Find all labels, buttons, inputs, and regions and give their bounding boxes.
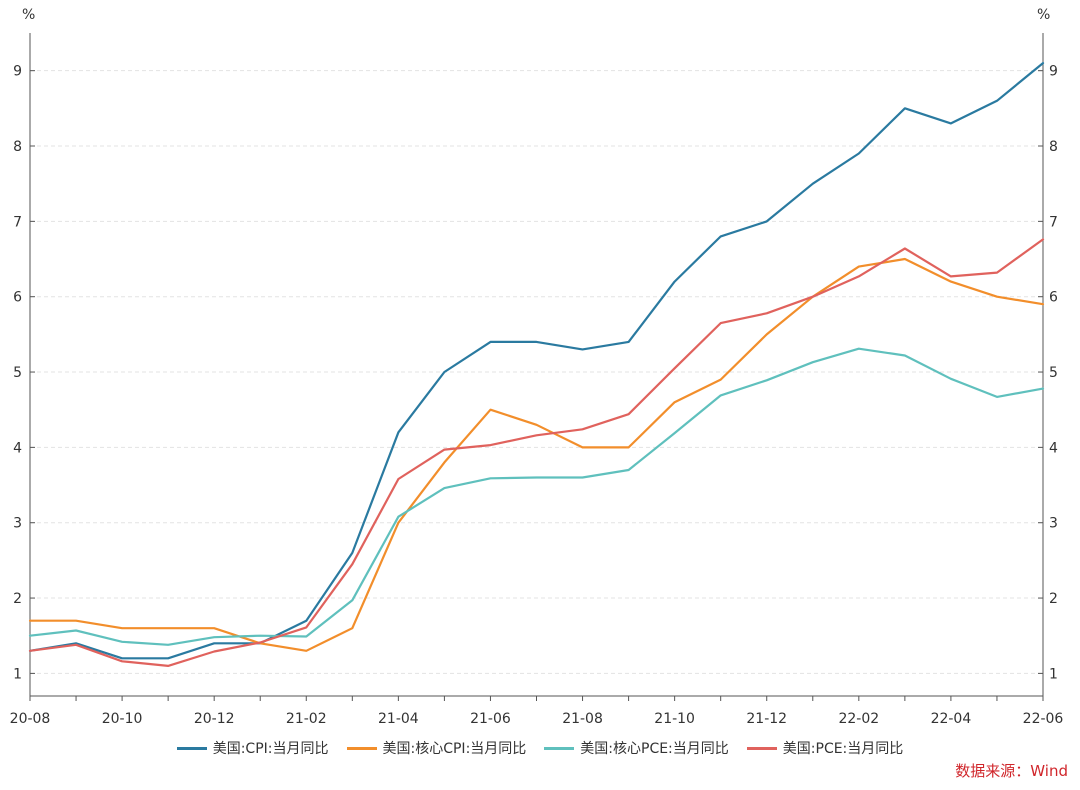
legend-label: 美国:核心CPI:当月同比 [382,741,527,757]
x-tick-label: 20-10 [102,711,143,727]
legend-label: 美国:CPI:当月同比 [212,741,329,757]
series-lines [28,61,1045,668]
axes: 1 1 2 2 3 3 4 4 5 5 6 6 7 7 8 8 9 9 20-08 20-10 20-12 21-02 21… [10,33,1064,727]
legend-item-4: 美国:PCE:当月同比 [746,738,904,758]
legend-label: 美国:核心PCE:当月同比 [580,741,729,757]
x-tick-label: 21-12 [746,711,787,727]
y-tick-label-left: 7 [13,214,22,230]
y-tick-label-right: 7 [1049,214,1058,230]
y-tick-label-right: 5 [1049,365,1058,381]
x-tick-label: 20-12 [194,711,235,727]
y-tick-label-right: 9 [1049,64,1058,80]
y-tick-label-left: 5 [13,365,22,381]
y-tick-label-left: 6 [13,290,22,306]
y-tick-label-right: 3 [1049,516,1058,532]
y-tick-label-left: 9 [13,64,22,80]
x-tick-label: 21-02 [286,711,327,727]
legend: 美国:CPI:当月同比 美国:核心CPI:当月同比 美国:核心PCE:当月同比 美国:… [0,734,1080,762]
y-tick-label-left: 2 [13,591,22,607]
source-note: 数据来源：Wind [955,762,1068,780]
y-tick-label-right: 6 [1049,290,1058,306]
x-tick-label: 21-04 [378,711,419,727]
y-axis-unit-left: % [22,7,35,23]
x-tick-label: 22-04 [931,711,972,727]
line-chart: 1 1 2 2 3 3 4 4 5 5 6 6 7 7 8 8 9 9 20-08 20-10 20-12 21-02 21… [10,7,1064,727]
legend-label: 美国:PCE:当月同比 [782,741,904,757]
legend-swatch [544,746,575,750]
y-tick-label-right: 2 [1049,591,1058,607]
legend-swatch [346,746,377,750]
legend-item-1: 美国:CPI:当月同比 [176,738,329,758]
y-axis-unit-right: % [1037,7,1050,23]
x-tick-label: 21-06 [470,711,511,727]
x-tick-label: 21-10 [654,711,695,727]
x-tick-label: 21-08 [562,711,603,727]
legend-swatch [176,746,207,750]
y-tick-label-right: 4 [1049,440,1058,456]
legend-swatch [746,746,777,750]
x-tick-label: 20-08 [10,711,51,727]
y-tick-label-left: 8 [13,139,22,155]
y-tick-label-right: 1 [1049,666,1058,682]
y-tick-label-right: 8 [1049,139,1058,155]
legend-item-3: 美国:核心PCE:当月同比 [544,738,729,758]
series-line-3 [28,347,1045,646]
legend-item-2: 美国:核心CPI:当月同比 [346,738,527,758]
grid-lines [30,70,1043,674]
y-tick-label-left: 1 [13,666,22,682]
y-tick-label-left: 4 [13,440,22,456]
series-line-4 [28,238,1045,668]
series-line-2 [28,257,1045,652]
y-tick-label-left: 3 [13,516,22,532]
series-line-1 [28,61,1045,660]
x-tick-label: 22-06 [1023,711,1064,727]
x-tick-label: 22-02 [838,711,879,727]
